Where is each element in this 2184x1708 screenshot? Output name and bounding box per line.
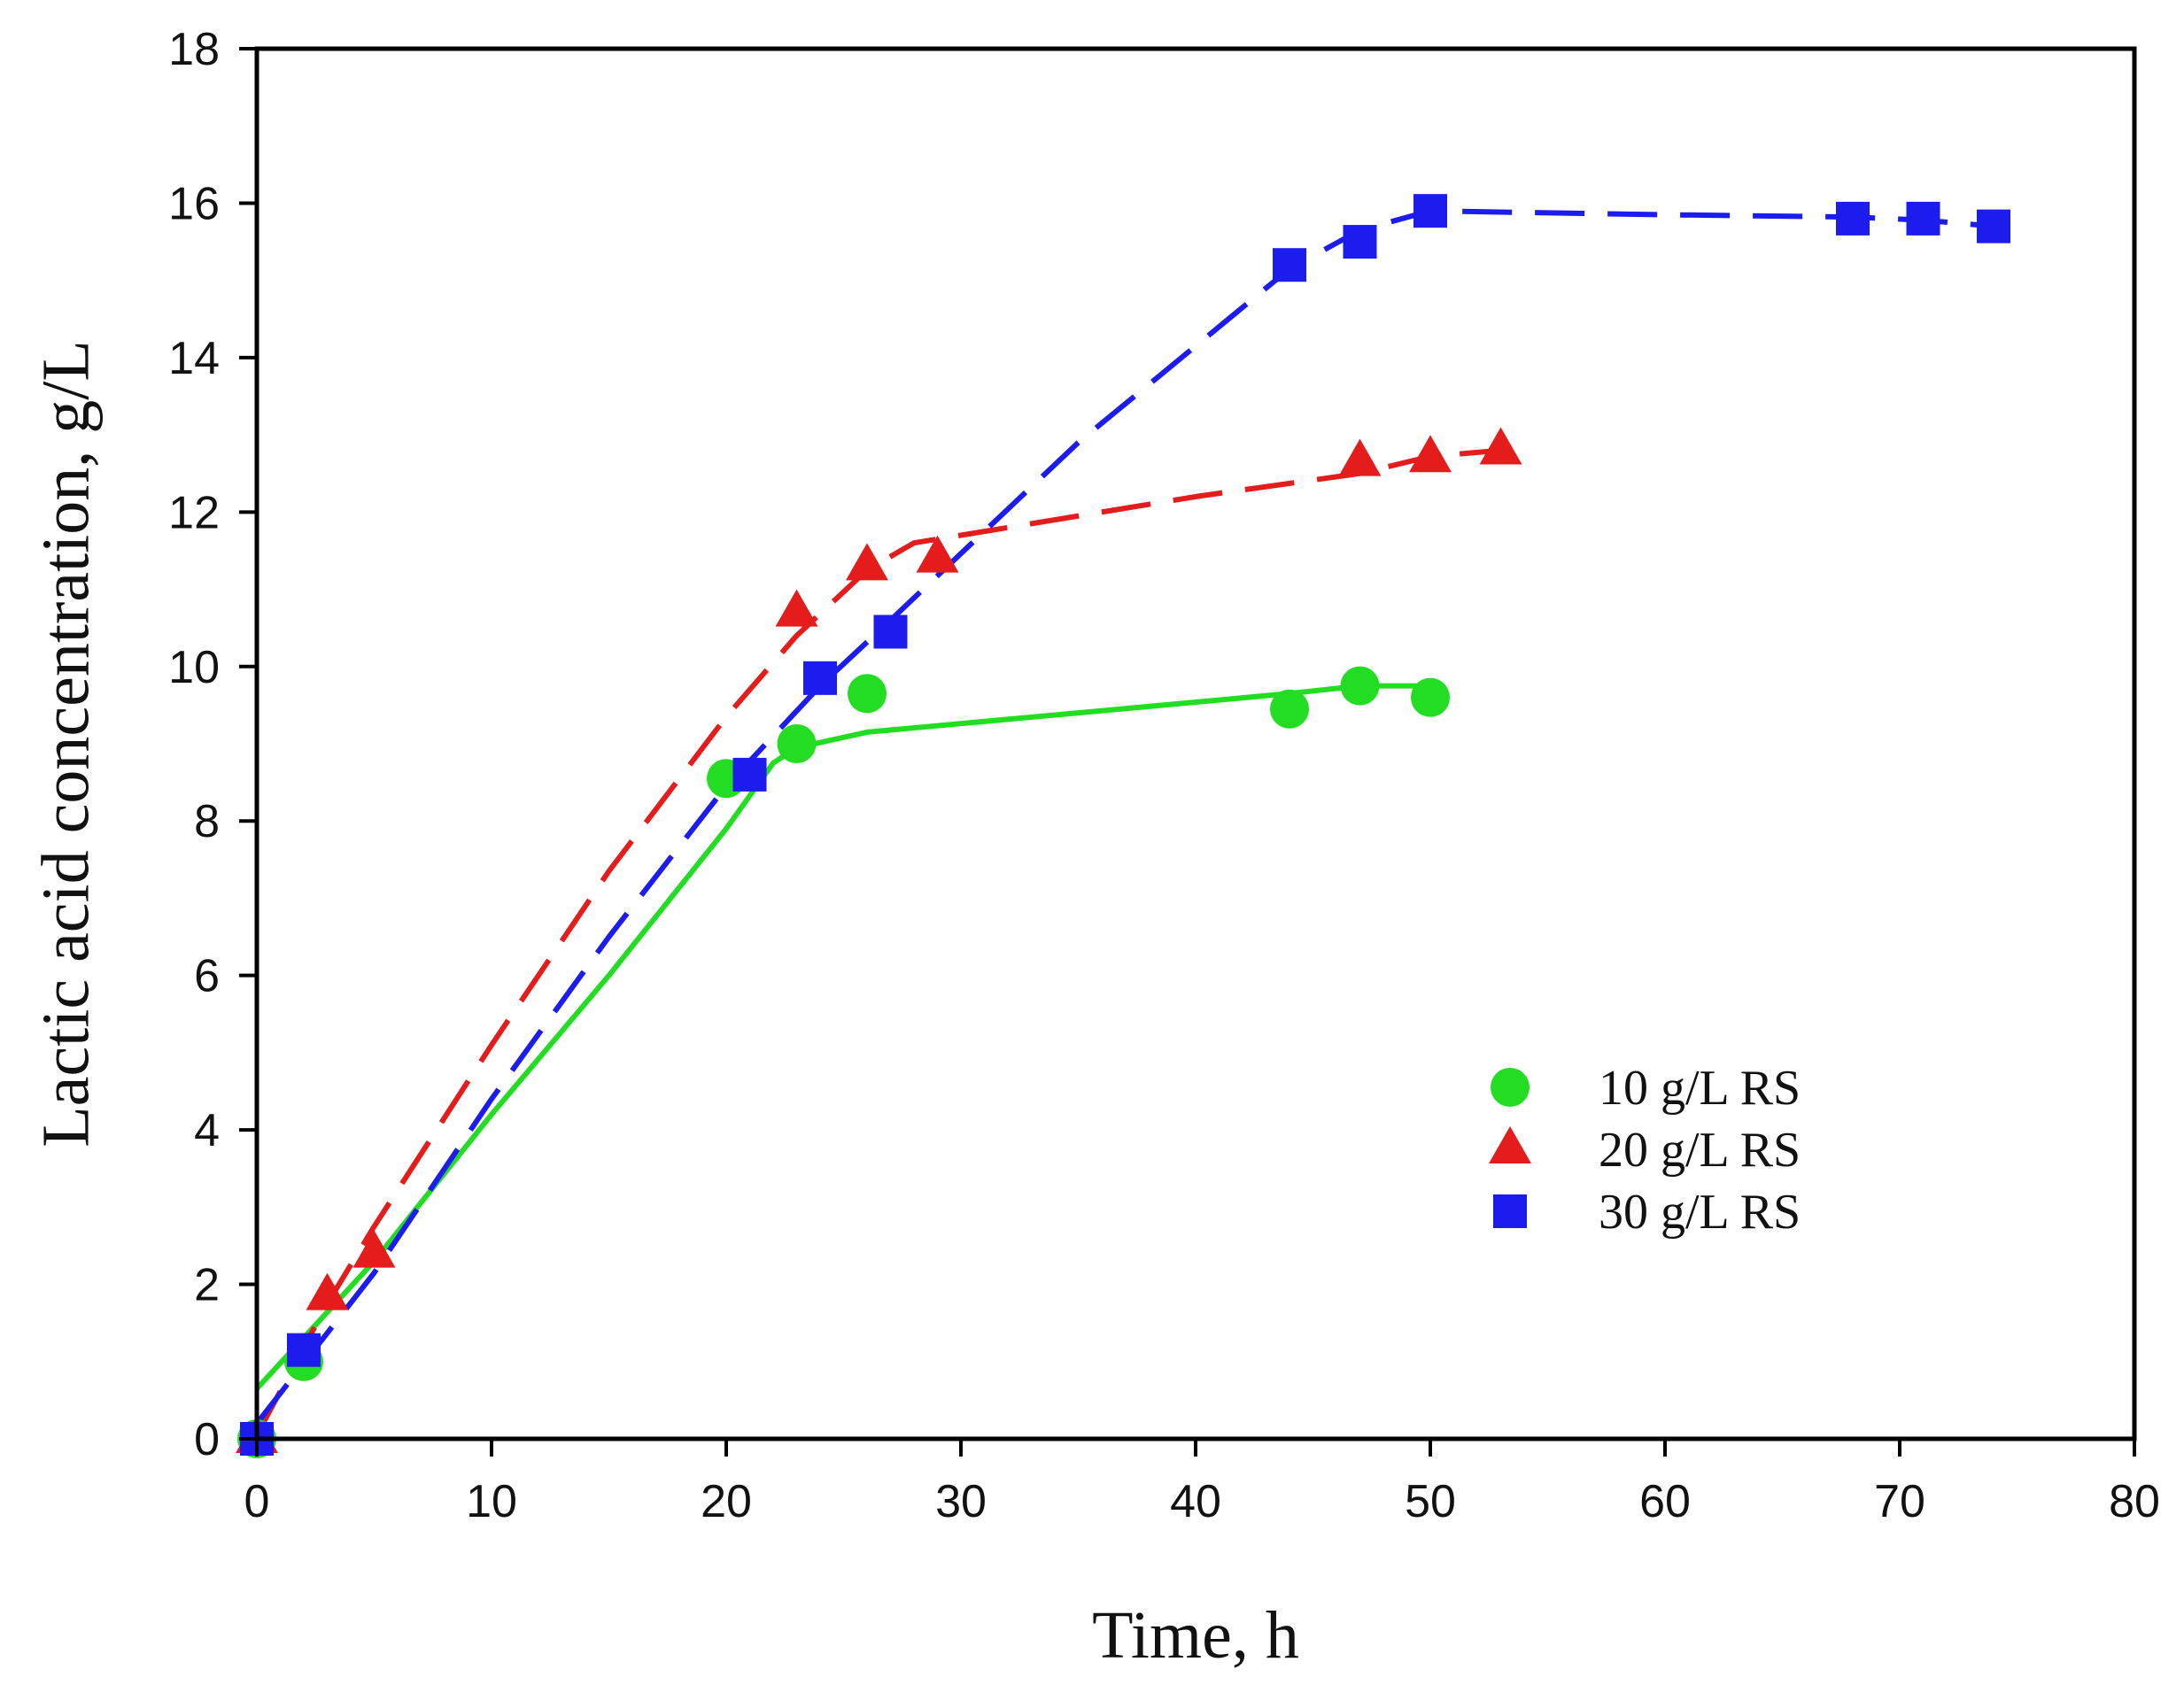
- y-tick-label: 6: [194, 951, 220, 1002]
- data-point-triangle: [1338, 438, 1382, 476]
- data-point-triangle: [352, 1230, 396, 1268]
- data-point-circle: [1340, 666, 1380, 706]
- y-tick-label: 16: [168, 178, 220, 229]
- x-tick-label: 30: [935, 1476, 987, 1527]
- data-point-circle: [1270, 689, 1309, 729]
- y-tick-label: 0: [194, 1414, 220, 1465]
- data-point-square: [1273, 248, 1306, 282]
- legend-marker-square: [1493, 1194, 1527, 1228]
- data-point-triangle: [916, 535, 959, 573]
- data-point-square: [803, 661, 837, 695]
- x-tick-label: 10: [466, 1476, 517, 1527]
- y-axis-title: Lactic acid concentration, g/L: [28, 340, 103, 1148]
- data-point-square: [732, 757, 767, 792]
- y-tick-label: 14: [168, 333, 220, 384]
- legend: 10 g/L RS 20 g/L RS 30 g/L RS: [1489, 1061, 1801, 1240]
- x-tick-label: 0: [244, 1476, 270, 1527]
- data-point-circle: [848, 674, 887, 714]
- fit-line: [254, 208, 1994, 1426]
- fit-line: [254, 447, 1501, 1437]
- legend-marker-circle: [1491, 1068, 1530, 1107]
- x-tick-label: 50: [1405, 1476, 1456, 1527]
- x-axis: 0 10 20 30 40 50 60 70 80: [244, 1439, 2160, 1527]
- y-axis: 0 2 4 6 8 10 12 14 16 18: [168, 24, 257, 1465]
- data-point-square: [873, 614, 908, 649]
- data-markers: [236, 194, 2010, 1458]
- x-tick-label: 80: [2109, 1476, 2160, 1527]
- data-point-circle: [777, 724, 817, 763]
- x-tick-label: 70: [1874, 1476, 1925, 1527]
- y-tick-label: 8: [194, 796, 220, 847]
- data-point-triangle: [775, 589, 818, 627]
- y-tick-label: 10: [168, 642, 220, 693]
- data-point-circle: [1411, 677, 1450, 717]
- x-axis-title: Time, h: [1092, 1598, 1299, 1673]
- data-point-square: [1343, 225, 1377, 259]
- data-point-square: [1977, 209, 2010, 243]
- data-point-square: [1836, 201, 1870, 236]
- y-tick-label: 4: [194, 1105, 220, 1156]
- y-tick-label: 18: [168, 24, 220, 75]
- x-tick-label: 20: [701, 1476, 752, 1527]
- legend-label: 30 g/L RS: [1599, 1185, 1801, 1240]
- data-point-square: [1413, 194, 1447, 228]
- data-point-triangle: [1409, 435, 1452, 473]
- data-point-square: [1906, 201, 1940, 236]
- data-point-triangle: [1479, 427, 1522, 465]
- data-point-triangle: [846, 543, 888, 581]
- y-tick-label: 2: [194, 1260, 220, 1311]
- data-point-triangle: [306, 1272, 349, 1310]
- legend-label: 10 g/L RS: [1599, 1061, 1801, 1116]
- x-tick-label: 40: [1170, 1476, 1221, 1527]
- data-point-square: [287, 1333, 321, 1367]
- y-tick-label: 12: [168, 487, 220, 538]
- x-tick-label: 60: [1639, 1476, 1691, 1527]
- legend-marker-triangle: [1489, 1125, 1531, 1163]
- legend-label: 20 g/L RS: [1599, 1123, 1801, 1178]
